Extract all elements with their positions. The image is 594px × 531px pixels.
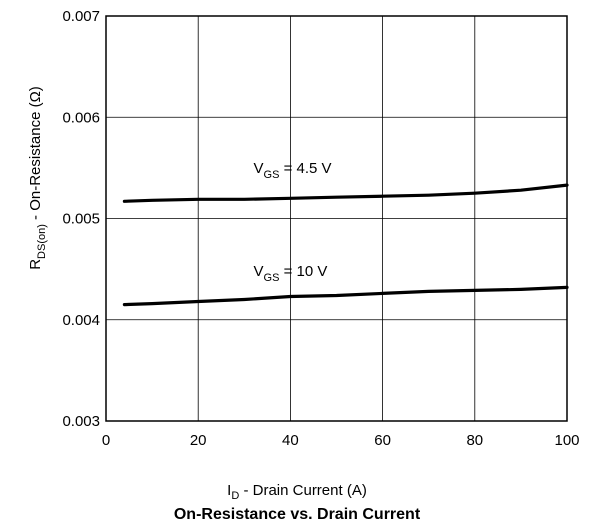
x-tick-label: 100 bbox=[554, 432, 579, 449]
y-axis-label: RDS(on) - On-Resistance (Ω) bbox=[27, 86, 48, 270]
x-tick-label: 20 bbox=[190, 432, 207, 449]
y-tick-label: 0.003 bbox=[62, 413, 100, 430]
series-label-1: VGS = 4.5 V bbox=[254, 160, 332, 181]
x-tick-label: 0 bbox=[102, 432, 110, 449]
series-line-1 bbox=[122, 183, 569, 203]
y-tick-label: 0.005 bbox=[62, 211, 100, 228]
x-tick-labels: 0 20 40 60 80 100 bbox=[102, 432, 580, 449]
curves bbox=[122, 183, 569, 307]
y-tick-label: 0.007 bbox=[62, 8, 100, 25]
y-tick-label: 0.006 bbox=[62, 109, 100, 126]
x-axis-label: ID - Drain Current (A) bbox=[227, 482, 367, 502]
y-tick-label: 0.004 bbox=[62, 312, 100, 329]
x-tick-label: 40 bbox=[282, 432, 299, 449]
x-tick-label: 60 bbox=[374, 432, 391, 449]
chart-title: On-Resistance vs. Drain Current bbox=[173, 506, 421, 523]
x-tick-label: 80 bbox=[466, 432, 483, 449]
series-label-2: VGS = 10 V bbox=[254, 263, 328, 284]
curve-labels: VGS = 4.5 V VGS = 10 V bbox=[254, 160, 332, 284]
series-line-2 bbox=[122, 285, 569, 307]
chart: 0 20 40 60 80 100 0.003 0.004 0.005 0.006 0.007 V… bbox=[27, 8, 580, 449]
plot-frame bbox=[105, 15, 568, 422]
y-tick-labels: 0.003 0.004 0.005 0.006 0.007 bbox=[62, 8, 100, 430]
grid bbox=[105, 15, 568, 422]
